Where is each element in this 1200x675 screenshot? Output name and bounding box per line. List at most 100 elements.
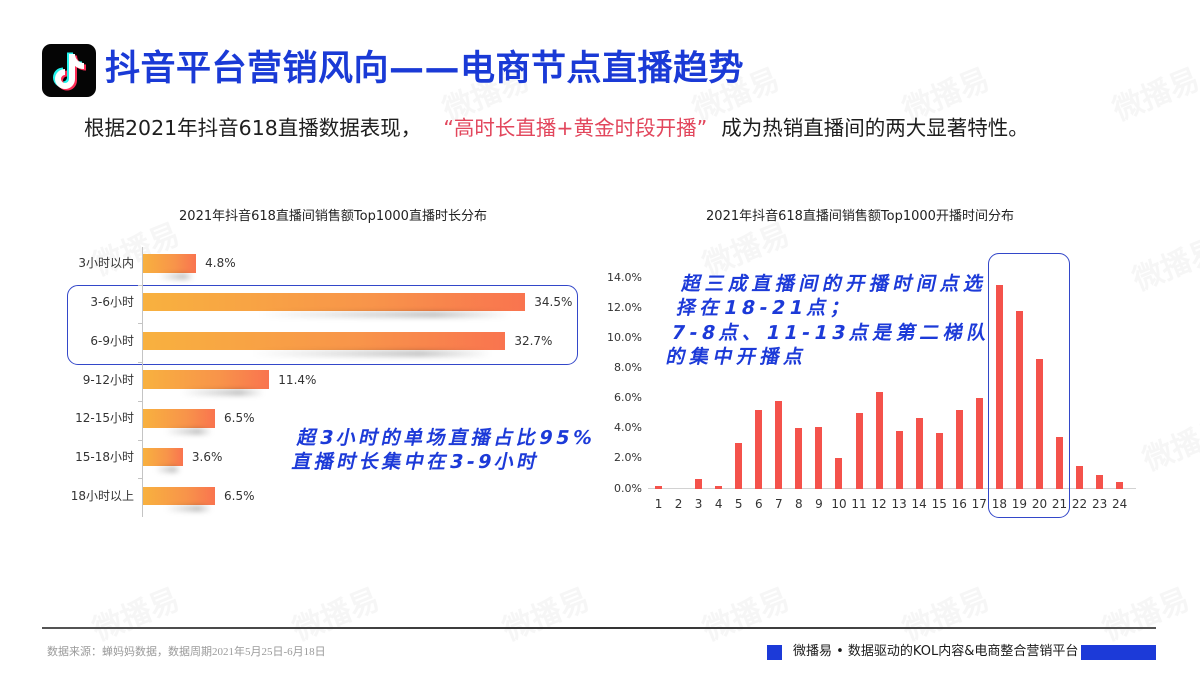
duration-value-label: 34.5% <box>534 295 573 310</box>
start-time-hour-label: 23 <box>1091 497 1108 511</box>
start-time-bar <box>795 428 803 489</box>
duration-category-label: 6-9小时 <box>90 333 134 348</box>
start-time-y-tick-label: 4.0% <box>614 421 642 435</box>
duration-axis-tick <box>138 362 142 364</box>
duration-annotation-line: 超3小时的单场直播占比95% <box>295 427 598 449</box>
duration-annotation-line: 直播时长集中在3-9小时 <box>290 450 543 473</box>
duration-value-label: 6.5% <box>224 488 255 503</box>
start-time-hour-label: 8 <box>795 497 803 511</box>
start-time-bar <box>975 398 983 489</box>
page-title: 抖音平台营销风向——电商节点直播趋势 <box>105 49 745 89</box>
start-time-bar <box>995 285 1003 489</box>
duration-axis-tick <box>138 323 142 325</box>
start-time-hour-label: 16 <box>951 497 967 511</box>
start-time-hour-label: 17 <box>971 497 987 511</box>
duration-axis-tick <box>138 284 142 286</box>
start-time-bar <box>875 392 883 489</box>
start-time-bar <box>1015 310 1023 489</box>
watermark: 微播易 <box>85 575 185 650</box>
watermark: 微播易 <box>1095 575 1195 650</box>
start-time-bar <box>755 410 763 489</box>
duration-highlight-box <box>67 285 578 365</box>
duration-value-label: 3.6% <box>191 450 223 465</box>
start-time-chart-title: 2021年抖音618直播间销售额Top1000开播时间分布 <box>706 209 1014 224</box>
start-time-hour-label: 6 <box>754 497 763 511</box>
start-time-hour-label: 7 <box>774 497 783 511</box>
start-time-bar <box>715 485 723 489</box>
start-time-y-tick-label: 14.0% <box>607 270 642 284</box>
start-time-annotation-line: 超三成直播间的开播时间点选 <box>679 273 991 295</box>
start-time-annotation: 超三成直播间的开播时间点选 择在18-21点； 7-8点、11-13点是第二梯队… <box>664 272 1004 370</box>
start-time-bar <box>855 413 863 489</box>
duration-category-label: 18小时以上 <box>70 488 134 503</box>
duration-axis-tick <box>138 400 142 402</box>
start-time-bar <box>775 401 783 489</box>
start-time-bar <box>1076 465 1084 489</box>
start-time-highlight-box <box>988 253 1070 518</box>
start-time-bar <box>935 432 943 489</box>
duration-bar <box>143 254 197 273</box>
watermark: 微播易 <box>1105 55 1200 130</box>
duration-bar <box>143 370 270 389</box>
watermark: 微播易 <box>895 575 995 650</box>
duration-axis-tick <box>138 478 142 480</box>
watermark: 微播易 <box>1135 405 1200 480</box>
brand-square-icon <box>767 645 782 660</box>
duration-bar <box>143 447 183 467</box>
duration-category-label: 15-18小时 <box>75 450 134 465</box>
duration-category-label: 3-6小时 <box>90 295 134 310</box>
start-time-y-tick-label: 10.0% <box>607 331 642 344</box>
start-time-y-tick-label: 6.0% <box>614 391 642 405</box>
duration-value-label: 11.4% <box>278 372 317 387</box>
start-time-hour-label: 11 <box>851 497 867 511</box>
duration-bar <box>143 409 216 428</box>
start-time-hour-label: 24 <box>1112 497 1128 511</box>
duration-value-label: 6.5% <box>224 411 255 426</box>
brand-bar-decoration <box>1081 645 1156 660</box>
start-time-y-tick-label: 2.0% <box>614 451 642 465</box>
start-time-annotation-line: 7-8点、11-13点是第二梯队 <box>669 321 994 344</box>
start-time-hour-label: 20 <box>1031 497 1048 511</box>
duration-annotation: 超3小时的单场直播占比95% 直播时长集中在3-9小时 <box>290 427 598 474</box>
duration-category-label: 3小时以内 <box>78 256 134 271</box>
start-time-x-axis-line <box>648 488 1136 489</box>
start-time-bar <box>1035 359 1043 489</box>
footer-divider <box>42 627 1156 629</box>
subtitle: 根据2021年抖音618直播数据表现， “高时长直播+黄金时段开播” 成为热销直播间… <box>84 114 1029 142</box>
start-time-hour-label: 1 <box>654 497 663 511</box>
duration-category-label: 12-15小时 <box>75 411 134 426</box>
duration-bar <box>143 292 526 312</box>
start-time-bar <box>835 458 843 489</box>
start-time-hour-label: 15 <box>931 497 947 511</box>
duration-bar <box>143 331 506 351</box>
subtitle-suffix: 成为热销直播间的两大显著特性。 <box>721 116 1029 140</box>
start-time-y-tick-label: 8.0% <box>614 361 642 375</box>
start-time-bar <box>655 485 663 489</box>
start-time-y-tick-label: 12.0% <box>607 300 642 314</box>
start-time-bar <box>1096 474 1104 489</box>
start-time-hour-label: 2 <box>674 497 683 511</box>
start-time-bar <box>695 479 703 489</box>
duration-bar <box>143 486 216 506</box>
start-time-hour-label: 10 <box>831 497 847 511</box>
start-time-hour-label: 13 <box>891 497 907 511</box>
start-time-bar <box>1116 482 1124 489</box>
start-time-hour-label: 5 <box>734 497 743 511</box>
data-source-note: 数据来源：蝉妈妈数据，数据周期2021年5月25日-6月18日 <box>47 646 326 658</box>
duration-bar-chart: 3小时以内 4.8% 3-6小时 34.5% 6-9小时 32.7% 9-12小时 11.4%… <box>71 247 602 517</box>
start-time-bar <box>955 410 963 489</box>
start-time-hour-label: 4 <box>714 497 723 511</box>
watermark: 微播易 <box>495 575 595 650</box>
duration-value-label: 4.8% <box>205 256 236 271</box>
watermark: 微播易 <box>1125 225 1200 300</box>
duration-axis-tick <box>138 439 142 441</box>
start-time-bar <box>895 431 903 489</box>
start-time-hour-label: 3 <box>694 497 703 511</box>
brand-tagline: 微播易 • 数据驱动的KOL内容&电商整合营销平台 <box>793 644 1079 659</box>
duration-chart-title: 2021年抖音618直播间销售额Top1000直播时长分布 <box>179 209 487 224</box>
tiktok-logo-icon <box>42 44 96 97</box>
start-time-y-axis: 0.0% 2.0% 4.0% 6.0% 8.0% 10.0% 12.0% 14.0% <box>596 270 642 500</box>
start-time-bar <box>1056 437 1064 489</box>
duration-value-label: 32.7% <box>514 333 553 348</box>
start-time-bar <box>815 426 823 489</box>
